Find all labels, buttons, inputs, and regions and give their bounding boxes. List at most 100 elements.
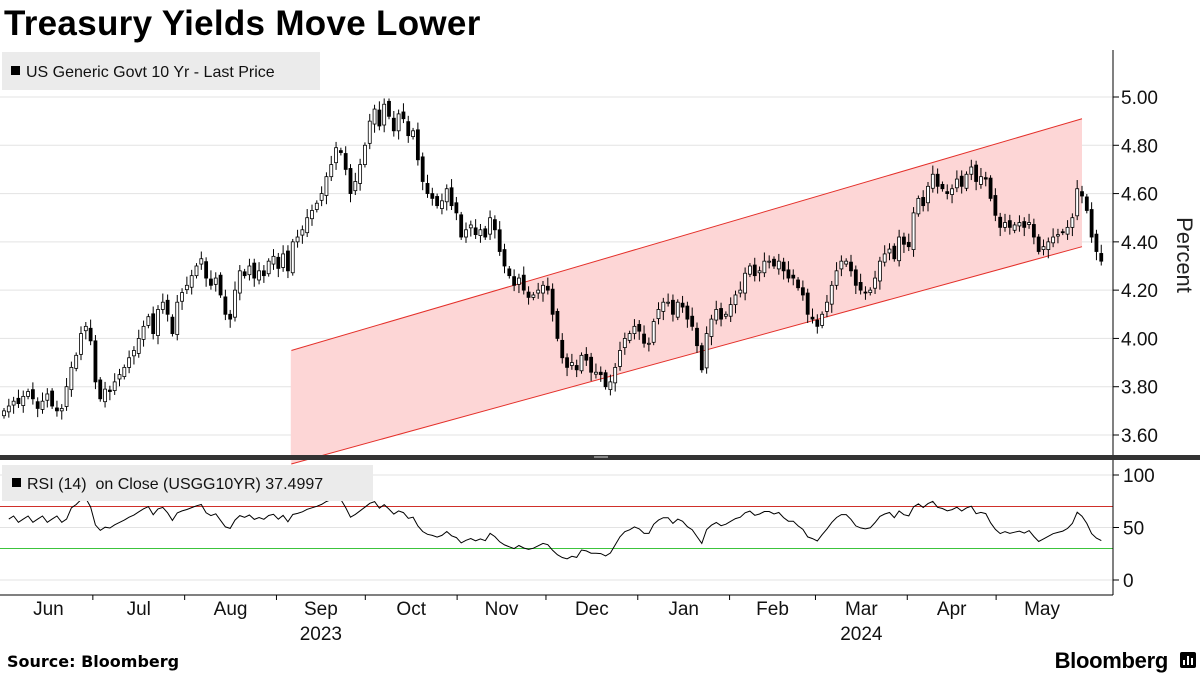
candle-body [6,405,11,413]
candle-body [565,357,569,368]
candle-body [35,401,40,409]
candle-body [165,299,170,315]
candle-body [281,253,286,268]
candle-body [132,350,136,357]
candle-body [940,183,945,190]
candle-body [541,284,545,294]
x-tick-label: Jul [127,599,151,620]
candle-body [608,381,613,391]
candle-body [805,292,810,315]
candle-body [916,197,921,215]
candle-body [180,292,184,302]
candle-body [502,249,507,267]
x-tick-label: Mar [845,599,878,620]
candle-body [550,288,555,315]
candle-body [964,173,969,189]
candle-body [319,193,324,201]
candle-body [926,185,930,204]
candle-body [21,395,26,406]
candle-body [300,229,305,236]
x-tick-label: Sep [304,599,338,620]
candle-body [622,338,627,349]
rsi-legend-swatch [12,478,21,487]
candle-body [839,260,844,270]
candle-body [714,309,719,321]
candle-body [993,195,998,216]
candle-body [329,164,334,178]
candle-body [175,301,180,335]
candle-body [295,236,300,243]
rsi-thresholds [0,506,1113,549]
candle-body [675,301,680,318]
panel-separator-handle[interactable] [594,456,608,458]
candle-body [834,270,839,286]
x-tick-label: Aug [214,599,248,620]
rsi-tick-label: 100 [1123,466,1155,487]
candle-body [1080,191,1084,197]
channel-upper-line [291,118,1083,351]
candle-body [772,258,776,267]
candle-body [1065,226,1070,235]
candle-body [242,271,247,277]
x-tick-label: Oct [396,599,426,620]
candle-body [40,400,45,410]
candle-body [507,268,512,277]
candle-body [921,197,926,207]
candle-body [391,117,396,132]
candle-body [531,294,536,298]
main-legend-box [2,52,320,90]
candle-body [945,191,950,194]
candle-body [1094,233,1099,252]
candle-body [26,391,30,397]
candle-body [473,227,478,236]
candle-body [1084,196,1089,211]
candle-body [127,357,132,368]
candle-body [252,262,257,279]
candle-body [11,400,16,406]
candle-body [574,365,579,371]
candle-body [2,410,6,417]
candle-body [79,333,83,355]
x-tick-label: Jun [33,599,64,620]
main-tick-label: 4.20 [1121,281,1158,302]
candle-body [637,324,642,332]
candle-body [286,250,290,272]
candle-body [954,178,959,189]
candle-body [223,296,228,315]
main-tick-label: 3.60 [1121,426,1158,447]
x-year-label: 2023 [300,624,342,645]
candle-body [440,200,444,209]
candle-body [902,236,906,245]
candle-body [261,270,266,277]
candlestick-series [2,98,1104,420]
candle-body [228,313,233,320]
candle-body [64,386,69,407]
candle-body [685,305,690,320]
candle-body [16,397,21,405]
candle-body [50,390,55,407]
candle-body [579,354,584,372]
candle-body [305,217,310,234]
candle-body [983,177,988,180]
candle-body [492,219,497,231]
candle-body [906,241,911,248]
candle-body [122,366,127,377]
candle-body [844,260,849,265]
candle-body [521,274,526,291]
candle-body [723,313,728,317]
candle-body [598,371,603,376]
candle-body [435,196,440,207]
candle-body [1060,231,1065,234]
bloomberg-terminal-icon [1180,652,1196,668]
candle-body [930,173,935,189]
candle-body [367,120,372,144]
candle-body [170,316,175,335]
candle-body [911,212,916,250]
candle-body [646,342,651,345]
candle-body [69,366,74,391]
candle-body [512,276,517,286]
candle-body [372,108,377,125]
candle-body [30,389,35,400]
candle-body [444,188,449,203]
candle-body [526,291,531,298]
